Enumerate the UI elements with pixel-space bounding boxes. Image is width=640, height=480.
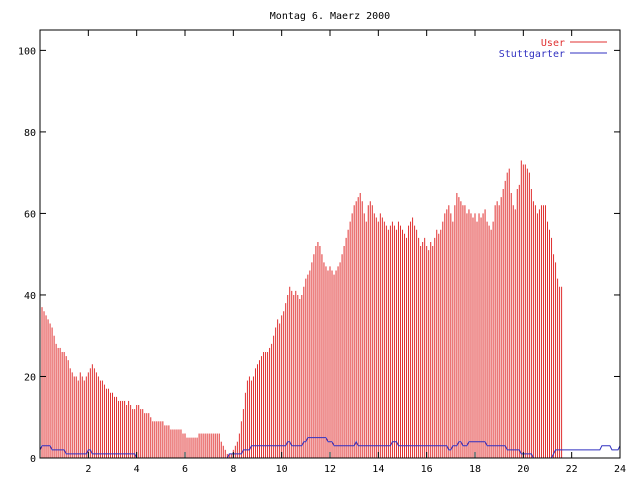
x-tick-label: 12	[324, 464, 336, 475]
legend-label-stuttgarter: Stuttgarter	[499, 49, 565, 60]
x-tick-label: 2	[85, 464, 91, 475]
x-tick-label: 10	[276, 464, 288, 475]
legend-label-user: User	[541, 38, 565, 49]
y-axis: 0 20 40 60 80 100	[18, 46, 620, 465]
y-tick-label: 80	[24, 128, 36, 139]
legend: User Stuttgarter	[499, 38, 607, 60]
x-tick-label: 4	[134, 464, 140, 475]
x-tick-label: 6	[182, 464, 188, 475]
x-tick-label: 16	[421, 464, 433, 475]
chart-title: Montag 6. Maerz 2000	[270, 11, 390, 22]
x-tick-label: 14	[372, 464, 384, 475]
x-tick-label: 8	[230, 464, 236, 475]
x-tick-label: 20	[517, 464, 529, 475]
x-tick-label: 22	[566, 464, 578, 475]
x-axis: 2 4 6 8 10 12 14 16 18 20 22 24	[85, 30, 626, 475]
y-tick-label: 60	[24, 209, 36, 220]
y-tick-label: 0	[30, 454, 36, 465]
y-tick-label: 100	[18, 46, 36, 57]
user-impulses	[39, 160, 563, 458]
x-tick-label: 18	[469, 464, 481, 475]
y-tick-label: 20	[24, 372, 36, 383]
x-tick-label: 24	[614, 464, 626, 475]
y-tick-label: 40	[24, 291, 36, 302]
